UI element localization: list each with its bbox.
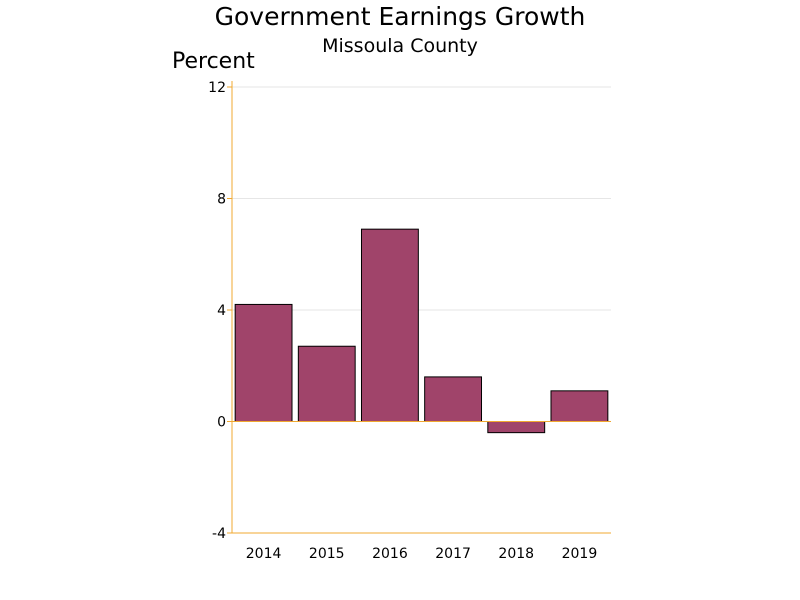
x-tick-label: 2017 — [435, 546, 471, 562]
x-tick-label: 2014 — [246, 546, 282, 562]
x-tick-label: 2018 — [498, 546, 534, 562]
x-tick-label: 2019 — [562, 546, 598, 562]
bars — [234, 228, 609, 434]
bar-2016 — [360, 228, 419, 422]
y-axis-label: Percent — [172, 49, 255, 74]
y-tick-label: 0 — [217, 415, 226, 431]
y-tick-label: 12 — [208, 80, 226, 96]
gridlines — [232, 86, 611, 311]
y-tick-label: 4 — [217, 303, 226, 319]
y-tick-label: -4 — [212, 526, 226, 542]
y-tick-label: 8 — [217, 192, 226, 208]
axes — [227, 81, 611, 534]
chart-title: Government Earnings Growth — [215, 2, 586, 31]
bar-2018 — [487, 421, 546, 434]
x-tick-label: 2015 — [309, 546, 345, 562]
x-tick-label: 2016 — [372, 546, 408, 562]
bar-2015 — [297, 345, 356, 422]
bar-2017 — [424, 376, 483, 422]
x-tick-labels: 2014 2015 2016 2017 2018 2019 — [246, 546, 597, 562]
chart-subtitle: Missoula County — [322, 35, 478, 57]
bar-2019 — [550, 390, 609, 422]
y-tick-labels: -4 0 4 8 12 — [208, 80, 226, 542]
bar-2014 — [234, 303, 293, 422]
